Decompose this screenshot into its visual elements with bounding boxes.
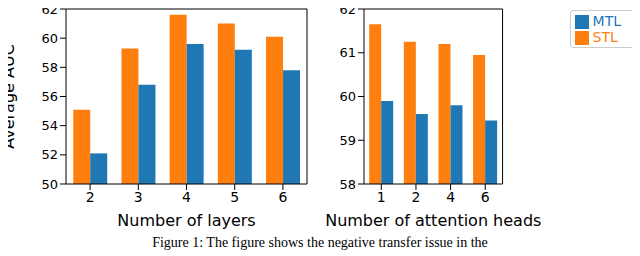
svg-text:56: 56 [41,89,58,104]
html-text:Figure 1: The figure shows the: Figure 1: The figure shows the negative … [152,235,488,250]
svg-text:Number of attention heads: Number of attention heads [325,211,541,230]
svg-text:5: 5 [230,189,239,205]
svg-text:61: 61 [339,45,356,60]
svg-text:58: 58 [339,177,356,192]
svg-text:60: 60 [339,89,356,104]
svg-text:1: 1 [377,189,386,205]
svg-text:62: 62 [41,8,58,17]
svg-text:4: 4 [182,189,191,205]
html-text:STL: STL [592,29,618,45]
svg-text:59: 59 [339,133,356,148]
svg-text:2: 2 [86,189,95,205]
svg-text:54: 54 [41,118,58,133]
svg-text:4: 4 [446,189,455,205]
svg-text:2: 2 [412,189,421,205]
svg-text:62: 62 [339,8,356,17]
svg-text:6: 6 [278,189,287,205]
svg-text:50: 50 [41,177,58,192]
svg-text:52: 52 [41,147,58,162]
html-text:MTL: MTL [592,13,621,29]
svg-text:Number of layers: Number of layers [117,211,255,230]
svg-text:3: 3 [134,189,143,205]
svg-text:Average AUC: Average AUC [8,44,18,149]
svg-text:58: 58 [41,60,58,75]
svg-text:6: 6 [481,189,490,205]
svg-text:60: 60 [41,31,58,46]
